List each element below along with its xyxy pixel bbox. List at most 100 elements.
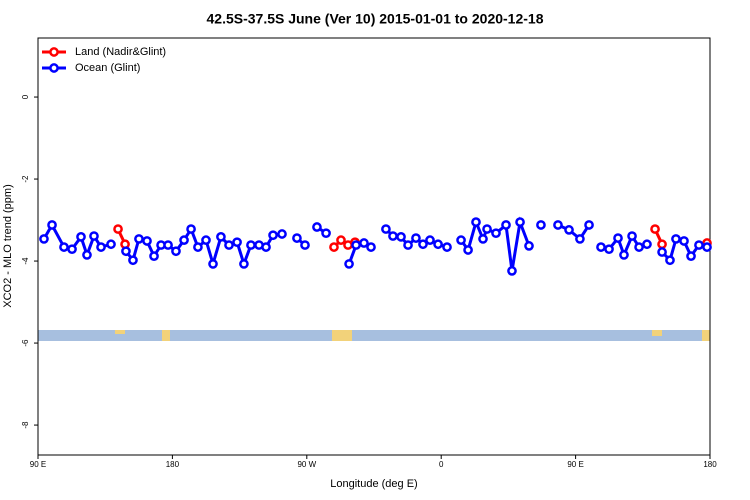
legend-label: Ocean (Glint) [75,62,140,74]
data-point [536,220,546,230]
data-point [268,230,278,241]
data-point [292,233,302,243]
data-point [425,235,435,245]
land-strip [115,330,125,334]
data-point [351,240,361,250]
data-point [39,234,49,244]
data-point [553,220,563,230]
ocean-strip [38,330,710,341]
data-point [59,242,69,252]
data-point [121,246,131,257]
data-point [171,246,181,257]
legend-marker [49,47,59,57]
data-point [193,242,203,252]
data-point [134,234,144,244]
data-point [186,224,196,234]
y-tick-label: -4 [21,257,30,265]
data-point [216,232,226,242]
data-point [67,244,77,255]
x-tick-label: 90 E [567,460,583,469]
data-point [232,237,242,248]
land-strip [702,330,710,341]
data-point [224,240,234,250]
data-point [482,224,492,234]
data-point [575,234,585,244]
data-point [671,234,681,244]
data-point [613,233,623,243]
x-tick-label: 180 [166,460,180,469]
y-axis-label: XCO2 - MLO trend (ppm) [2,184,14,307]
x-tick-label: 90 W [297,460,316,469]
data-point [82,250,92,260]
data-point [388,231,398,241]
x-tick-label: 180 [703,460,717,469]
data-point [507,266,517,276]
data-point [277,229,287,239]
data-point [142,236,152,246]
data-point [163,240,173,250]
data-point [596,242,606,252]
data-point [478,234,488,244]
data-point [657,239,667,250]
data-point [642,239,652,250]
data-point [261,242,271,252]
data-point [694,240,704,250]
data-point [418,239,428,250]
data-point [344,259,354,269]
land-strip [162,330,170,341]
y-tick-label: -2 [21,175,30,183]
land-strip [652,330,662,336]
data-point [665,255,675,266]
data-point [515,217,525,227]
data-point [47,220,57,230]
data-point [366,242,376,252]
chart-title: 42.5S-37.5S June (Ver 10) 2015-01-01 to … [207,11,544,27]
data-point [584,220,594,230]
data-point [463,245,473,255]
data-point [300,240,310,250]
x-tick-label: 90 E [30,460,46,469]
data-point [456,235,466,245]
data-point [686,251,696,261]
data-point [128,255,138,266]
data-point [149,251,159,261]
x-axis-label: Longitude (deg E) [330,478,417,490]
data-point [634,242,644,252]
data-point [246,240,256,250]
data-point [359,238,369,248]
data-point [442,242,452,252]
data-point [106,239,116,250]
data-point [501,220,511,230]
data-point [619,250,629,260]
data-point [312,222,322,232]
surface-strip [38,330,710,341]
data-point [564,225,574,235]
data-point [657,247,667,257]
data-point [201,235,211,245]
data-point [396,232,406,242]
data-point [96,242,106,252]
data-point [471,217,481,227]
data-point [433,239,443,250]
data-point [403,240,413,250]
data-point [491,228,501,239]
y-tick-label: -8 [21,421,30,429]
data-point [76,232,86,242]
data-point [321,228,331,239]
data-point [702,242,712,252]
data-point [239,259,249,269]
data-point [329,242,339,252]
data-point [208,259,218,269]
x-tick-label: 0 [439,460,444,469]
y-tick-label: -6 [21,339,30,347]
data-point [524,241,534,251]
data-point [411,233,421,243]
data-point [679,236,689,246]
data-point [113,224,123,234]
land-strip [332,330,352,341]
data-point [604,244,614,255]
legend-label: Land (Nadir&Glint) [75,46,166,58]
legend-marker [49,63,59,73]
data-point [627,231,637,241]
